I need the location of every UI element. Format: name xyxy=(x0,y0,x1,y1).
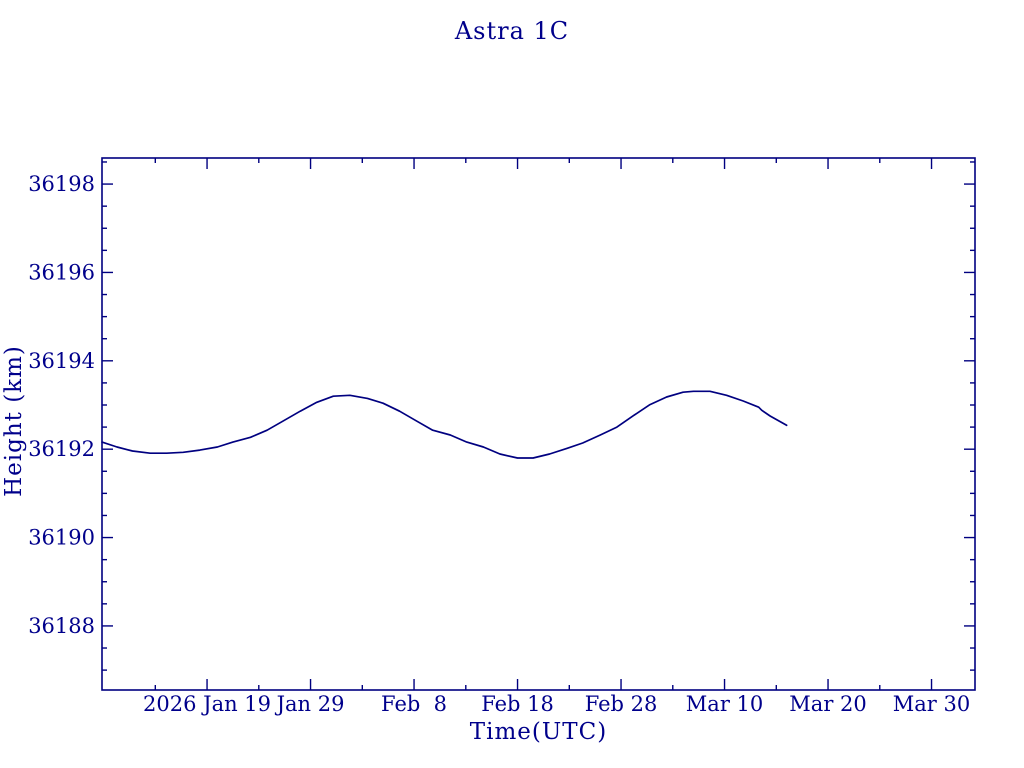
x-tick-label: 2026 Jan 19 xyxy=(143,692,271,716)
y-tick-label: 36188 xyxy=(28,614,95,638)
x-tick-label: Feb 18 xyxy=(481,692,554,716)
x-axis-label: Time(UTC) xyxy=(469,719,608,745)
x-tick-label: Mar 10 xyxy=(686,692,763,716)
y-tick-label: 36194 xyxy=(28,349,95,373)
y-tick-label: 36198 xyxy=(28,172,95,196)
x-tick-label: Feb 8 xyxy=(381,692,447,716)
x-tick-label: Mar 30 xyxy=(893,692,970,716)
chart-title: Astra 1C xyxy=(454,17,570,45)
y-axis-label: Height (km) xyxy=(1,345,27,497)
plot-box xyxy=(101,157,976,691)
x-tick-label: Feb 28 xyxy=(585,692,658,716)
height-curve xyxy=(101,390,788,459)
x-tick-label: Jan 29 xyxy=(275,692,345,716)
y-tick-label: 36190 xyxy=(28,526,95,550)
y-tick-label: 36192 xyxy=(28,437,95,461)
x-tick-label: Mar 20 xyxy=(789,692,866,716)
y-tick-label: 36196 xyxy=(28,260,95,284)
